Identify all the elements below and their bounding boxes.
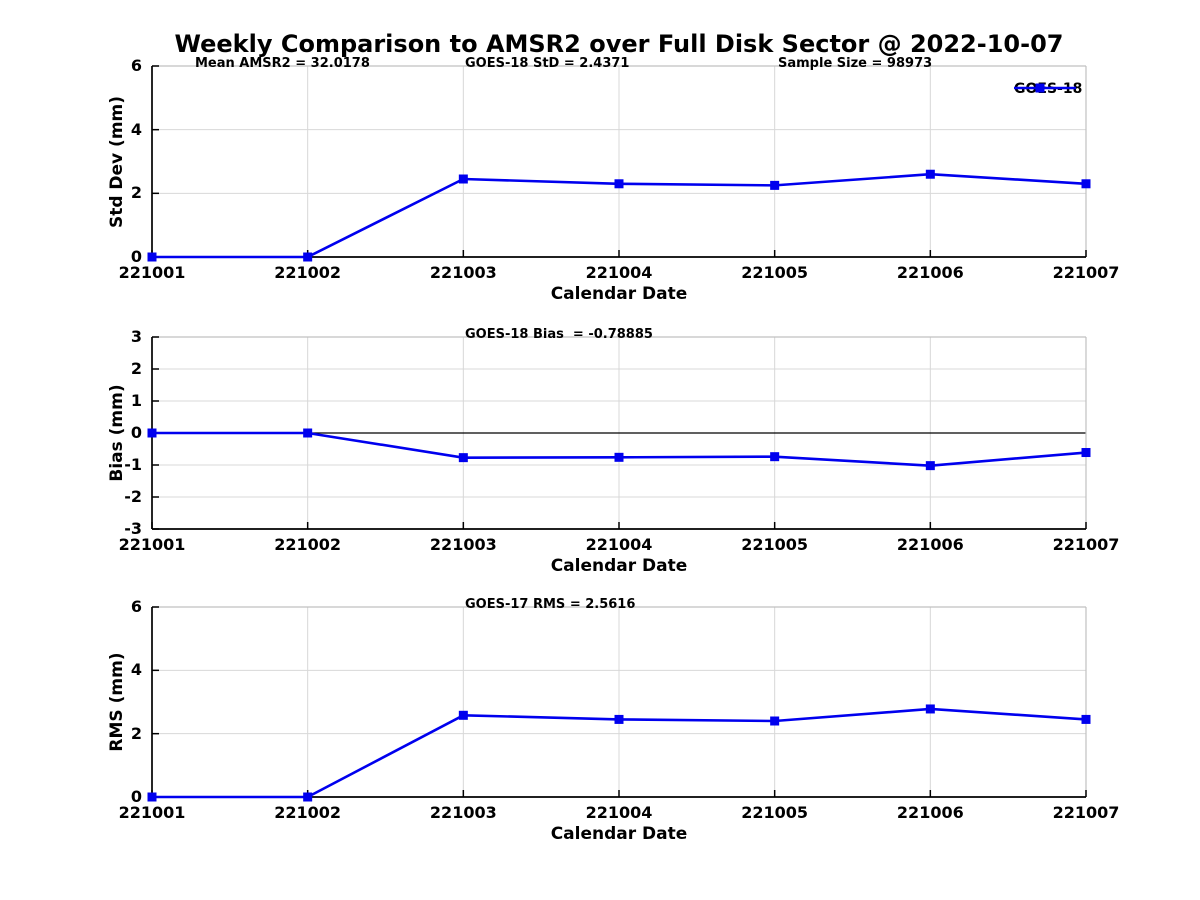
y-axis-label: Std Dev (mm) [107,95,127,228]
y-tick-label: 0 [130,787,142,806]
data-point-marker [458,453,468,463]
legend-line-sample [1014,83,1076,93]
data-point-marker [770,716,780,726]
y-tick-label: 2 [130,183,142,203]
x-tick-label: 221001 [118,263,186,282]
data-point-marker [1081,179,1091,189]
data-point-marker [614,714,624,724]
annotation: GOES-18 Bias = -0.78885 [465,327,653,342]
data-point-marker [925,169,935,179]
y-tick-label: 6 [130,56,142,75]
annotation: Mean AMSR2 = 32.0178 [195,56,370,71]
data-point-marker [147,792,157,802]
data-point-marker [925,704,935,714]
y-tick-label: -1 [124,455,142,474]
y-tick-label: -2 [124,487,142,506]
x-tick-label: 221006 [896,535,964,554]
data-point-marker [147,252,157,262]
data-point-marker [458,174,468,184]
data-point-marker [303,428,313,438]
x-axis-label: Calendar Date [550,556,688,576]
data-point-marker [1081,714,1091,724]
legend-marker [1035,83,1045,93]
x-tick-label: 221007 [1052,803,1120,822]
x-tick-label: 221007 [1052,535,1120,554]
x-tick-label: 221003 [429,803,497,822]
data-point-marker [614,179,624,189]
plot-canvas-bias [147,336,1091,530]
x-tick-label: 221003 [429,535,497,554]
data-point-marker [770,180,780,190]
x-tick-label: 221004 [585,535,653,554]
x-tick-label: 221005 [741,535,809,554]
figure-title: Weekly Comparison to AMSR2 over Full Dis… [174,30,1064,58]
data-point-marker [1081,448,1091,458]
y-tick-label: 4 [130,660,142,680]
x-axis-label: Calendar Date [550,824,688,844]
x-tick-label: 221002 [274,263,342,282]
data-point-marker [303,792,313,802]
x-tick-label: 221003 [429,263,497,282]
y-tick-label: 2 [130,359,142,378]
y-tick-label: -3 [124,519,142,538]
data-point-marker [614,452,624,462]
y-tick-label: 0 [130,247,142,266]
x-tick-label: 221004 [585,803,653,822]
y-tick-label: 4 [130,119,142,139]
x-tick-label: 221001 [118,535,186,554]
x-tick-label: 221001 [118,803,186,822]
data-point-marker [770,452,780,462]
data-point-marker [925,461,935,471]
x-tick-label: 221007 [1052,263,1120,282]
plot-canvas-std-dev [147,65,1091,262]
subplot-bias: GOES-18 Bias = -0.78885 221001 221002 22100… [107,327,1119,576]
data-point-marker [147,428,157,438]
x-tick-label: 221005 [741,263,809,282]
y-tick-label: 1 [130,391,142,410]
y-axis-label: Bias (mm) [107,384,127,482]
annotation: GOES-18 StD = 2.4371 [465,56,630,71]
legend: GOES-18 [1014,81,1082,97]
x-tick-label: 221005 [741,803,809,822]
data-point-marker [458,710,468,720]
plot-canvas-rms [147,606,1091,802]
annotation: GOES-17 RMS = 2.5616 [465,597,636,612]
subplot-rms: GOES-17 RMS = 2.5616 221001 221002 221003 22… [107,597,1119,844]
x-tick-label: 221006 [896,263,964,282]
x-axis-label: Calendar Date [550,284,688,304]
y-tick-label: 3 [130,327,142,346]
x-tick-label: 221004 [585,263,653,282]
subplot-std-dev: Mean AMSR2 = 32.0178 GOES-18 StD = 2.4371… [107,56,1119,304]
x-tick-label: 221006 [896,803,964,822]
y-tick-label: 0 [130,423,142,442]
x-tick-label: 221002 [274,803,342,822]
y-axis-label: RMS (mm) [107,652,127,752]
annotation: Sample Size = 98973 [778,56,933,71]
y-tick-label: 2 [130,723,142,743]
data-point-marker [303,252,313,262]
x-tick-label: 221002 [274,535,342,554]
y-tick-label: 6 [130,597,142,616]
